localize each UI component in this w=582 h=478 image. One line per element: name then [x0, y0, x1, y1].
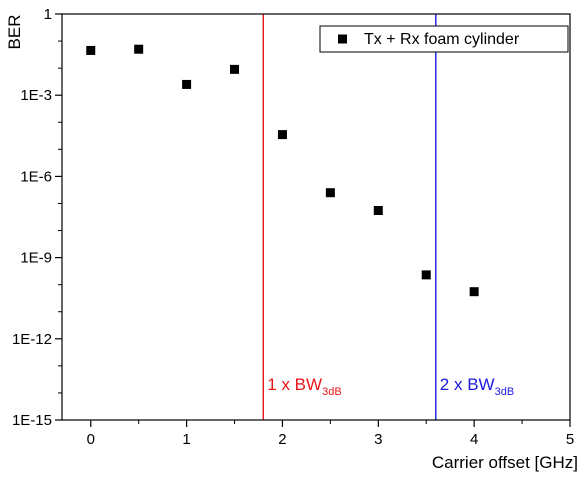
data-point	[230, 64, 240, 74]
y-tick-label: 1E-12	[12, 331, 52, 348]
x-tick-label: 2	[278, 431, 286, 448]
legend-box	[319, 25, 569, 53]
data-point	[421, 270, 431, 280]
x-tick-label: 0	[87, 431, 95, 448]
axis-ticks: 0 1 2 3 4 5 1 1E-3 1E-6 1E-9 1E-12 1E-15	[12, 6, 574, 448]
data-point	[373, 205, 383, 215]
y-tick-label: 1E-3	[20, 87, 52, 104]
y-tick-label: 1E-6	[20, 168, 52, 185]
y-axis-label: BER	[5, 15, 24, 50]
legend: Tx + Rx foam cylinder	[319, 25, 569, 53]
y-tick-label: 1E-9	[20, 250, 52, 267]
data-points	[86, 44, 479, 297]
data-point	[469, 287, 479, 297]
plot-frame	[61, 13, 571, 421]
x-axis-label: Carrier offset [GHz]	[432, 453, 578, 472]
reference-line-label: 2 x BW3dB	[440, 375, 514, 398]
x-tick-label: 4	[470, 431, 478, 448]
x-tick-label: 5	[566, 431, 574, 448]
y-tick-label: 1E-15	[12, 412, 52, 429]
reference-line-label: 1 x BW3dB	[267, 375, 341, 398]
data-point	[86, 45, 96, 55]
x-tick-label: 1	[182, 431, 190, 448]
legend-marker	[338, 34, 347, 44]
data-point	[182, 79, 192, 89]
data-point	[325, 188, 335, 198]
data-point	[277, 130, 287, 140]
data-point	[134, 44, 144, 54]
x-tick-label: 3	[374, 431, 382, 448]
reference-lines: 1 x BW3dB 2 x BW3dB	[262, 14, 514, 420]
legend-label: Tx + Rx foam cylinder	[364, 31, 520, 48]
y-tick-label: 1	[44, 6, 52, 23]
